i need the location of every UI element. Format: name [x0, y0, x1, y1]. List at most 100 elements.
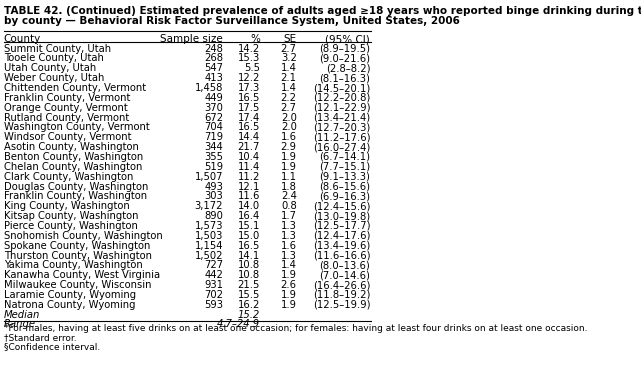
Text: Chittenden County, Vermont: Chittenden County, Vermont [4, 83, 146, 93]
Text: (12.5–19.9): (12.5–19.9) [313, 300, 370, 310]
Text: 1.1: 1.1 [281, 172, 297, 182]
Text: (11.6–16.6): (11.6–16.6) [313, 251, 370, 260]
Text: County: County [4, 34, 41, 44]
Text: Range: Range [4, 319, 36, 329]
Text: 12.2: 12.2 [238, 73, 260, 83]
Text: (12.5–17.7): (12.5–17.7) [313, 221, 370, 231]
Text: (9.0–21.6): (9.0–21.6) [319, 53, 370, 63]
Text: (12.4–17.6): (12.4–17.6) [313, 231, 370, 241]
Text: 702: 702 [204, 290, 223, 300]
Text: 16.4: 16.4 [238, 211, 260, 221]
Text: 413: 413 [204, 73, 223, 83]
Text: Milwaukee County, Wisconsin: Milwaukee County, Wisconsin [4, 280, 151, 290]
Text: 16.2: 16.2 [238, 300, 260, 310]
Text: (8.6–15.6): (8.6–15.6) [319, 182, 370, 191]
Text: (16.4–26.6): (16.4–26.6) [313, 280, 370, 290]
Text: (12.7–20.3): (12.7–20.3) [313, 122, 370, 132]
Text: 14.2: 14.2 [238, 44, 260, 53]
Text: 449: 449 [204, 93, 223, 103]
Text: Spokane County, Washington: Spokane County, Washington [4, 241, 150, 251]
Text: 15.1: 15.1 [238, 221, 260, 231]
Text: 0.8: 0.8 [281, 201, 297, 211]
Text: 12.1: 12.1 [238, 182, 260, 191]
Text: 1,503: 1,503 [195, 231, 223, 241]
Text: (11.8–19.2): (11.8–19.2) [313, 290, 370, 300]
Text: 1,458: 1,458 [195, 83, 223, 93]
Text: Chelan County, Washington: Chelan County, Washington [4, 162, 142, 172]
Text: Clark County, Washington: Clark County, Washington [4, 172, 133, 182]
Text: 14.0: 14.0 [238, 201, 260, 211]
Text: (12.2–20.8): (12.2–20.8) [313, 93, 370, 103]
Text: (13.0–19.8): (13.0–19.8) [313, 211, 370, 221]
Text: Pierce County, Washington: Pierce County, Washington [4, 221, 138, 231]
Text: 1.9: 1.9 [281, 270, 297, 280]
Text: (13.4–21.4): (13.4–21.4) [313, 113, 370, 122]
Text: 493: 493 [204, 182, 223, 191]
Text: 15.5: 15.5 [238, 290, 260, 300]
Text: 303: 303 [204, 191, 223, 201]
Text: 14.1: 14.1 [238, 251, 260, 260]
Text: 14.4: 14.4 [238, 132, 260, 142]
Text: 1.4: 1.4 [281, 83, 297, 93]
Text: %: % [250, 34, 260, 44]
Text: 355: 355 [204, 152, 223, 162]
Text: (8.1–16.3): (8.1–16.3) [319, 73, 370, 83]
Text: 1.6: 1.6 [281, 241, 297, 251]
Text: 593: 593 [204, 300, 223, 310]
Text: 17.5: 17.5 [238, 103, 260, 113]
Text: (16.0–27.4): (16.0–27.4) [313, 142, 370, 152]
Text: 10.8: 10.8 [238, 270, 260, 280]
Text: 1.9: 1.9 [281, 152, 297, 162]
Text: 1.3: 1.3 [281, 251, 297, 260]
Text: (8.0–13.6): (8.0–13.6) [319, 260, 370, 270]
Text: 1.4: 1.4 [281, 260, 297, 270]
Text: 672: 672 [204, 113, 223, 122]
Text: Utah County, Utah: Utah County, Utah [4, 63, 96, 73]
Text: Windsor County, Vermont: Windsor County, Vermont [4, 132, 131, 142]
Text: 268: 268 [204, 53, 223, 63]
Text: 1.3: 1.3 [281, 231, 297, 241]
Text: 15.0: 15.0 [238, 231, 260, 241]
Text: 11.6: 11.6 [238, 191, 260, 201]
Text: 11.2: 11.2 [238, 172, 260, 182]
Text: 442: 442 [204, 270, 223, 280]
Text: 10.8: 10.8 [238, 260, 260, 270]
Text: Kanawha County, West Virginia: Kanawha County, West Virginia [4, 270, 160, 280]
Text: (13.4–19.6): (13.4–19.6) [313, 241, 370, 251]
Text: 11.4: 11.4 [238, 162, 260, 172]
Text: 2.6: 2.6 [281, 280, 297, 290]
Text: 4.7–24.9: 4.7–24.9 [217, 319, 260, 329]
Text: 2.2: 2.2 [281, 93, 297, 103]
Text: by county — Behavioral Risk Factor Surveillance System, United States, 2006: by county — Behavioral Risk Factor Surve… [4, 16, 460, 26]
Text: (2.8–8.2): (2.8–8.2) [326, 63, 370, 73]
Text: 727: 727 [204, 260, 223, 270]
Text: 1.7: 1.7 [281, 211, 297, 221]
Text: Yakima County, Washington: Yakima County, Washington [4, 260, 142, 270]
Text: 1.6: 1.6 [281, 132, 297, 142]
Text: (6.7–14.1): (6.7–14.1) [319, 152, 370, 162]
Text: Asotin County, Washington: Asotin County, Washington [4, 142, 138, 152]
Text: 2.0: 2.0 [281, 122, 297, 132]
Text: 3,172: 3,172 [195, 201, 223, 211]
Text: Benton County, Washington: Benton County, Washington [4, 152, 143, 162]
Text: Laramie County, Wyoming: Laramie County, Wyoming [4, 290, 136, 300]
Text: 5.5: 5.5 [244, 63, 260, 73]
Text: 1.4: 1.4 [281, 63, 297, 73]
Text: 10.4: 10.4 [238, 152, 260, 162]
Text: Tooele County, Utah: Tooele County, Utah [4, 53, 104, 63]
Text: §Confidence interval.: §Confidence interval. [4, 343, 100, 352]
Text: (9.1–13.3): (9.1–13.3) [319, 172, 370, 182]
Text: 1.9: 1.9 [281, 290, 297, 300]
Text: TABLE 42. (Continued) Estimated prevalence of adults aged ≥18 years who reported: TABLE 42. (Continued) Estimated prevalen… [4, 6, 641, 16]
Text: 370: 370 [204, 103, 223, 113]
Text: 15.3: 15.3 [238, 53, 260, 63]
Text: 16.5: 16.5 [238, 122, 260, 132]
Text: (7.7–15.1): (7.7–15.1) [319, 162, 370, 172]
Text: Thurston County, Washington: Thurston County, Washington [4, 251, 152, 260]
Text: 16.5: 16.5 [238, 241, 260, 251]
Text: 2.0: 2.0 [281, 113, 297, 122]
Text: 2.1: 2.1 [281, 73, 297, 83]
Text: Orange County, Vermont: Orange County, Vermont [4, 103, 128, 113]
Text: 719: 719 [204, 132, 223, 142]
Text: 547: 547 [204, 63, 223, 73]
